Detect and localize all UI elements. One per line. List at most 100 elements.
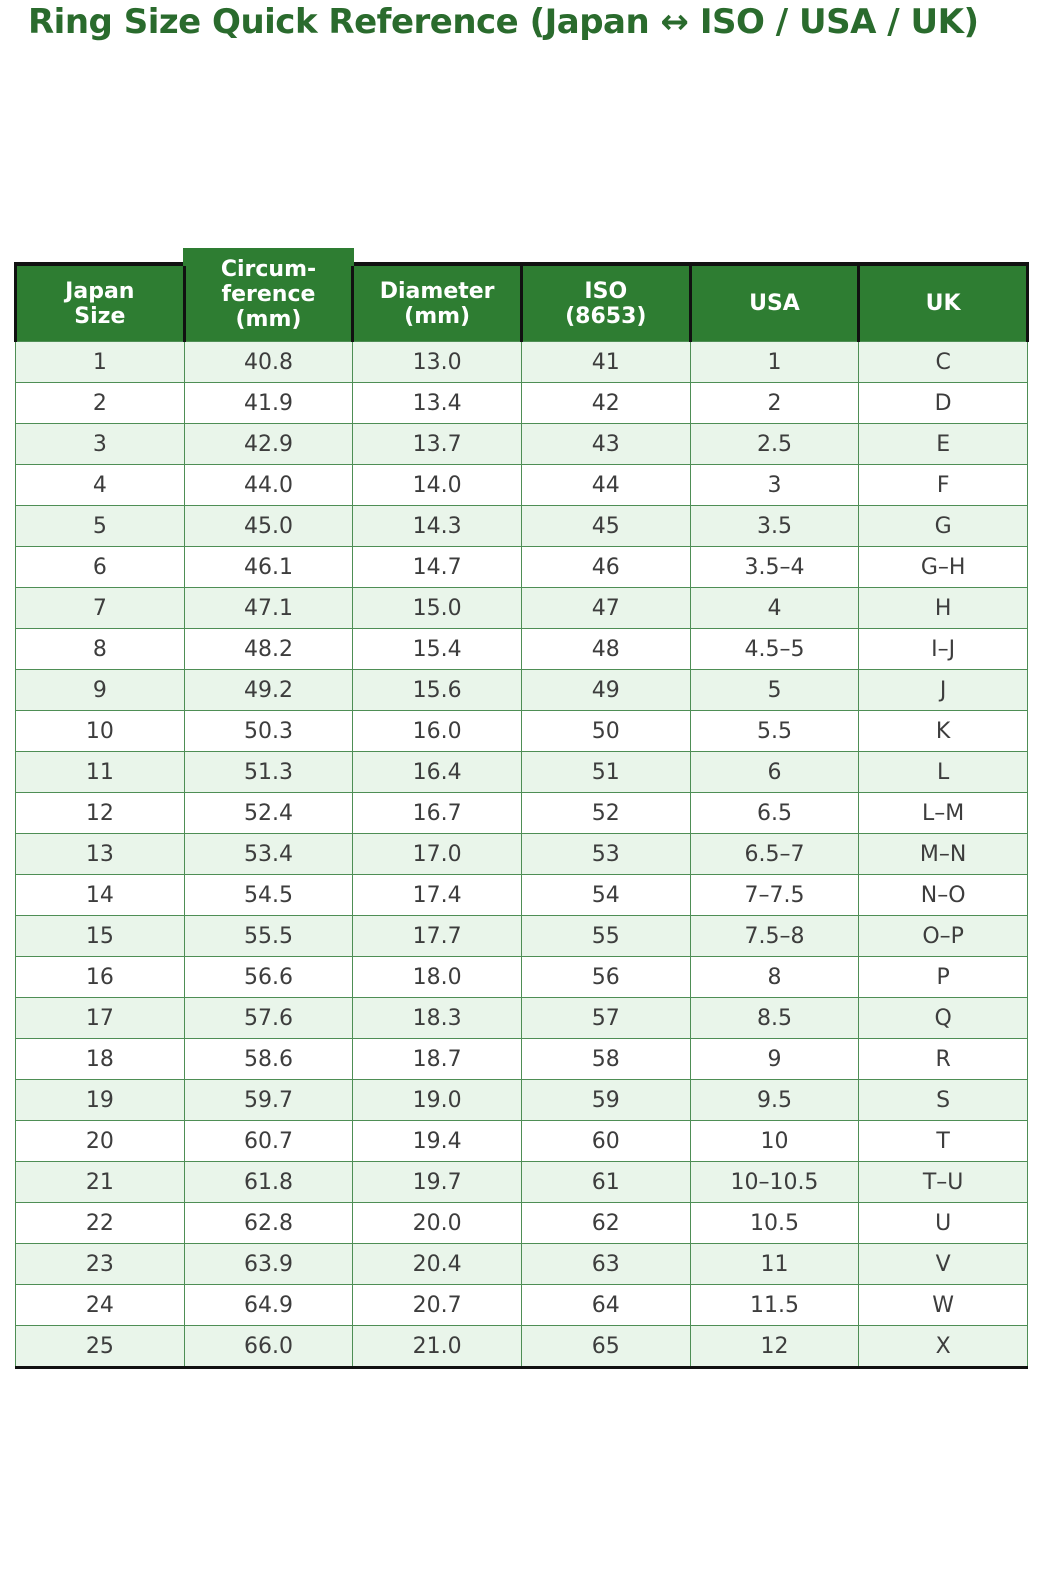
cell-diameter-mm: 16.7: [352, 792, 522, 835]
cell-iso-8653: 52: [520, 792, 691, 835]
cell-uk: I–J: [858, 628, 1028, 671]
cell-japan-size: 8: [15, 628, 185, 671]
cell-circumference-mm: 54.5: [183, 874, 354, 917]
cell-iso-8653: 57: [520, 997, 691, 1040]
cell-iso-8653: 48: [520, 628, 691, 671]
cell-usa: 9: [689, 1038, 860, 1081]
cell-iso-8653: 63: [520, 1243, 691, 1286]
cell-diameter-mm: 20.7: [352, 1284, 522, 1327]
cell-uk: Q: [858, 997, 1028, 1040]
page-title: Ring Size Quick Reference (Japan ↔ ISO /…: [28, 2, 979, 42]
cell-diameter-mm: 18.7: [352, 1038, 522, 1081]
cell-japan-size: 16: [15, 956, 185, 999]
cell-circumference-mm: 46.1: [183, 546, 354, 589]
cell-iso-8653: 60: [520, 1120, 691, 1163]
cell-usa: 3.5: [689, 505, 860, 548]
cell-diameter-mm: 19.0: [352, 1079, 522, 1122]
cell-circumference-mm: 48.2: [183, 628, 354, 671]
column-header-label: UK: [925, 291, 961, 317]
table-row: 19 59.7 19.0 59 9.5 S: [15, 1079, 1028, 1122]
column-header-label: Circum- ference (mm): [220, 257, 317, 333]
cell-circumference-mm: 63.9: [183, 1243, 354, 1286]
cell-usa: 3: [689, 464, 860, 507]
table-row: 22 62.8 20.0 62 10.5 U: [15, 1202, 1028, 1245]
cell-usa: 5: [689, 669, 860, 712]
cell-usa: 10.5: [689, 1202, 860, 1245]
cell-circumference-mm: 64.9: [183, 1284, 354, 1327]
cell-circumference-mm: 40.8: [183, 341, 354, 384]
cell-circumference-mm: 49.2: [183, 669, 354, 712]
cell-usa: 9.5: [689, 1079, 860, 1122]
cell-iso-8653: 46: [520, 546, 691, 589]
table-row: 23 63.9 20.4 63 11 V: [15, 1243, 1028, 1286]
column-header-label: USA: [749, 291, 800, 317]
cell-japan-size: 19: [15, 1079, 185, 1122]
table-row: 3 42.9 13.7 43 2.5 E: [15, 423, 1028, 466]
cell-iso-8653: 42: [520, 382, 691, 425]
table-row: 6 46.1 14.7 46 3.5–4 G–H: [15, 546, 1028, 589]
column-header-uk: UK: [857, 262, 1029, 342]
cell-usa: 1: [689, 341, 860, 384]
cell-japan-size: 11: [15, 751, 185, 794]
cell-circumference-mm: 60.7: [183, 1120, 354, 1163]
cell-iso-8653: 44: [520, 464, 691, 507]
cell-iso-8653: 58: [520, 1038, 691, 1081]
cell-diameter-mm: 19.7: [352, 1161, 522, 1204]
cell-uk: T: [858, 1120, 1028, 1163]
table-row: 16 56.6 18.0 56 8 P: [15, 956, 1028, 999]
cell-japan-size: 6: [15, 546, 185, 589]
cell-usa: 11.5: [689, 1284, 860, 1327]
cell-iso-8653: 54: [520, 874, 691, 917]
table-row: 8 48.2 15.4 48 4.5–5 I–J: [15, 628, 1028, 671]
column-header-iso-8653: ISO (8653): [519, 262, 692, 342]
cell-uk: V: [858, 1243, 1028, 1286]
cell-uk: D: [858, 382, 1028, 425]
cell-circumference-mm: 56.6: [183, 956, 354, 999]
cell-japan-size: 22: [15, 1202, 185, 1245]
cell-usa: 5.5: [689, 710, 860, 753]
cell-uk: H: [858, 587, 1028, 630]
cell-diameter-mm: 15.0: [352, 587, 522, 630]
cell-usa: 4.5–5: [689, 628, 860, 671]
cell-uk: M–N: [858, 833, 1028, 876]
cell-diameter-mm: 13.0: [352, 341, 522, 384]
cell-japan-size: 4: [15, 464, 185, 507]
cell-japan-size: 13: [15, 833, 185, 876]
cell-iso-8653: 53: [520, 833, 691, 876]
cell-uk: F: [858, 464, 1028, 507]
table-row: 15 55.5 17.7 55 7.5–8 O–P: [15, 915, 1028, 958]
cell-circumference-mm: 53.4: [183, 833, 354, 876]
cell-usa: 6.5–7: [689, 833, 860, 876]
cell-diameter-mm: 17.0: [352, 833, 522, 876]
cell-diameter-mm: 17.4: [352, 874, 522, 917]
table-row: 5 45.0 14.3 45 3.5 G: [15, 505, 1028, 548]
table-row: 24 64.9 20.7 64 11.5 W: [15, 1284, 1028, 1327]
cell-circumference-mm: 44.0: [183, 464, 354, 507]
cell-diameter-mm: 18.0: [352, 956, 522, 999]
cell-circumference-mm: 55.5: [183, 915, 354, 958]
cell-usa: 11: [689, 1243, 860, 1286]
header-row: Japan Size Circum- ference (mm) Diameter (…: [14, 250, 1029, 342]
column-header-usa: USA: [688, 262, 861, 342]
column-header-circumference-mm: Circum- ference (mm): [182, 250, 356, 342]
column-header-japan-size: Japan Size: [14, 262, 186, 342]
table-row: 25 66.0 21.0 65 12 X: [15, 1325, 1028, 1370]
cell-japan-size: 10: [15, 710, 185, 753]
cell-circumference-mm: 41.9: [183, 382, 354, 425]
cell-circumference-mm: 45.0: [183, 505, 354, 548]
cell-uk: P: [858, 956, 1028, 999]
cell-japan-size: 18: [15, 1038, 185, 1081]
cell-japan-size: 2: [15, 382, 185, 425]
cell-circumference-mm: 51.3: [183, 751, 354, 794]
cell-diameter-mm: 20.0: [352, 1202, 522, 1245]
cell-uk: R: [858, 1038, 1028, 1081]
table-row: 17 57.6 18.3 57 8.5 Q: [15, 997, 1028, 1040]
cell-diameter-mm: 13.4: [352, 382, 522, 425]
cell-circumference-mm: 62.8: [183, 1202, 354, 1245]
table-row: 10 50.3 16.0 50 5.5 K: [15, 710, 1028, 753]
cell-iso-8653: 41: [520, 341, 691, 384]
column-header-label: ISO (8653): [565, 278, 647, 329]
cell-circumference-mm: 50.3: [183, 710, 354, 753]
cell-japan-size: 5: [15, 505, 185, 548]
